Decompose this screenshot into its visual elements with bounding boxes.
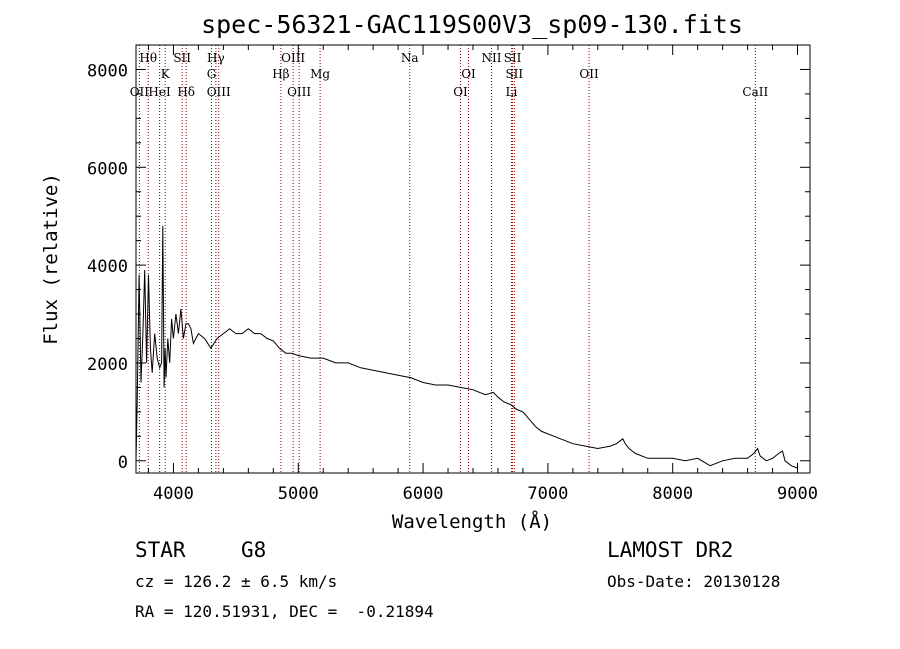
line-label: Na [401, 51, 419, 65]
x-tick-label: 5000 [278, 484, 319, 504]
line-label: SII [504, 51, 522, 65]
line-label: Hθ [139, 51, 157, 65]
x-tick-label: 6000 [403, 484, 444, 504]
plot-frame [135, 44, 811, 474]
line-label: OIII [287, 85, 311, 99]
line-label: OI [453, 85, 468, 99]
line-label: Hβ [272, 67, 289, 81]
line-label: G [207, 67, 217, 81]
y-tick-label: 8000 [87, 61, 128, 81]
radial-velocity: cz = 126.2 ± 6.5 km/s [135, 572, 338, 591]
x-tick-label: 7000 [527, 484, 568, 504]
y-axis-ticks: 0 2000 4000 6000 8000 [87, 61, 810, 473]
line-label: Hδ [177, 85, 195, 99]
y-tick-label: 6000 [87, 159, 128, 179]
x-axis-ticks: 4000 5000 6000 7000 8000 9000 [147, 45, 818, 504]
spectrum-line [135, 225, 798, 469]
line-label: NII [481, 51, 501, 65]
line-label: OIII [281, 51, 305, 65]
y-axis-label: Flux (relative) [40, 173, 62, 345]
line-label: OI [461, 67, 476, 81]
object-class: STAR [135, 538, 186, 562]
line-label: K [161, 67, 171, 81]
x-tick-label: 4000 [153, 484, 194, 504]
line-label: Hγ [207, 51, 225, 65]
y-tick-label: 4000 [87, 257, 128, 277]
spectral-line-markers [138, 45, 756, 473]
survey-name: LAMOST DR2 [607, 538, 734, 562]
line-label: OIII [207, 85, 231, 99]
line-label: SII [505, 67, 523, 81]
line-label: Mg [310, 67, 330, 81]
object-subclass: G8 [241, 538, 267, 562]
line-label: OII [130, 85, 150, 99]
x-tick-label: 8000 [652, 484, 693, 504]
line-label: CaII [742, 85, 768, 99]
y-tick-label: 2000 [87, 355, 128, 375]
sky-coordinates: RA = 120.51931, DEC = -0.21894 [135, 602, 434, 621]
line-label: Li [506, 85, 518, 99]
x-axis-label: Wavelength (Å) [392, 510, 552, 533]
line-label: HeI [148, 85, 171, 99]
line-label: OII [579, 67, 599, 81]
observation-date: Obs-Date: 20130128 [607, 572, 781, 591]
x-tick-label: 9000 [777, 484, 818, 504]
y-tick-label: 0 [118, 453, 128, 473]
chart-title: spec-56321-GAC119S00V3_sp09-130.fits [201, 10, 743, 39]
line-label: SII [173, 51, 191, 65]
